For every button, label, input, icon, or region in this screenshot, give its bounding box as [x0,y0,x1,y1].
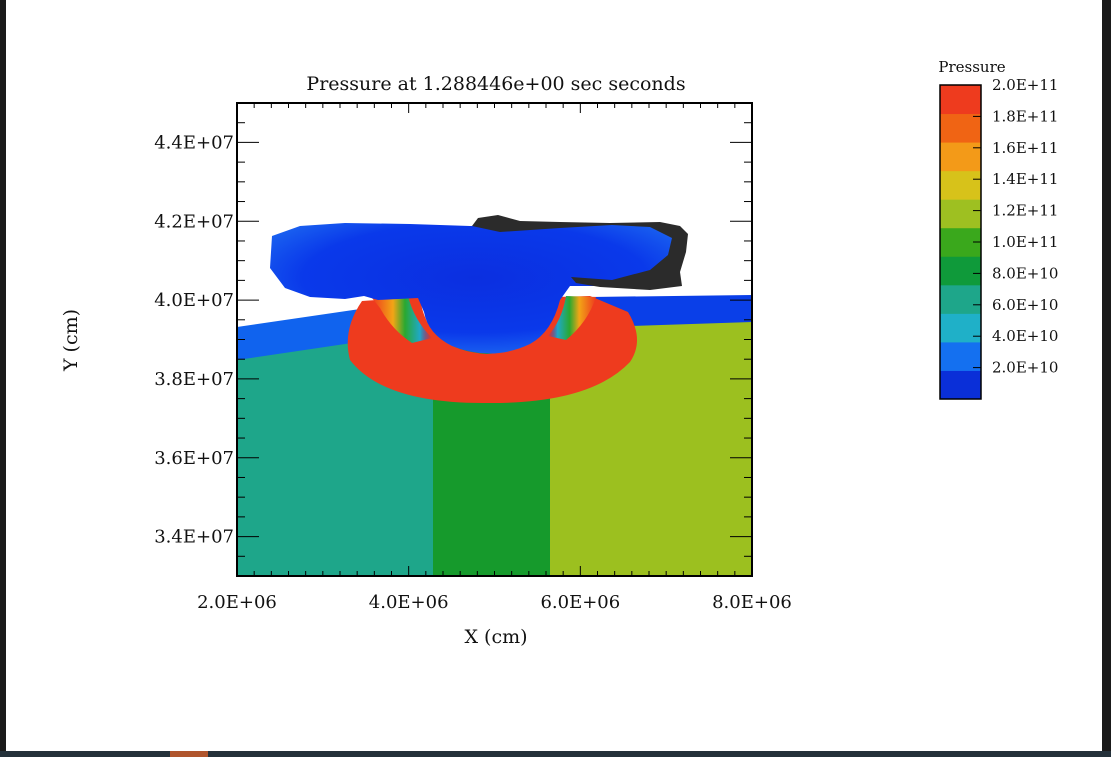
colorbar-swatch [940,341,981,371]
colorbar-tick-label: 1.0E+11 [992,233,1058,251]
x-tick-label: 6.0E+06 [540,592,620,613]
colorbar-ticks: 2.0E+11 1.8E+11 1.6E+11 1.4E+11 1.2E+11 1.0E+… [973,76,1058,377]
colorbar-tick-label: 1.6E+11 [992,139,1058,157]
bottom-taskbar-strip [0,751,1111,757]
surface-gap-left [258,298,316,305]
y-axis-label: Y (cm) [60,309,82,372]
x-tick-label: 4.0E+06 [369,592,449,613]
colorbar-tick-label: 1.8E+11 [992,107,1058,125]
y-tick-label: 3.4E+07 [154,527,234,548]
taskbar-accent [170,751,208,757]
colorbar-swatch [940,170,981,200]
colorbar-swatch [940,370,981,400]
x-axis-label: X (cm) [464,626,527,648]
y-tick-label: 3.6E+07 [154,448,234,469]
colorbar-swatch [940,142,981,172]
chart-title: Pressure at 1.288446e+00 sec seconds [306,73,685,95]
colorbar-swatch [940,199,981,229]
colorbar-tick-label: 1.4E+11 [992,170,1058,188]
pressure-field [237,215,752,576]
colorbar-swatch [940,85,981,115]
shell-edge-left [372,296,432,343]
colorbar-tick-label: 2.0E+10 [992,359,1058,377]
region-plume [270,223,680,354]
colorbar-swatch [940,313,981,343]
region-surface-layer-left [237,309,372,360]
region-dark-ejecta [472,215,688,290]
y-tick-label: 4.2E+07 [154,211,234,232]
colorbar-title: Pressure [938,58,1005,76]
right-window-frame [1102,0,1111,757]
colorbar-swatches [940,85,981,400]
colorbar-tick-label: 8.0E+10 [992,264,1058,282]
colorbar-swatch [940,256,981,286]
x-tick-label: 2.0E+06 [197,592,277,613]
colorbar-tick-label: 6.0E+10 [992,296,1058,314]
y-tick-label: 4.0E+07 [154,290,234,311]
y-axis: 3.4E+07 3.6E+07 3.8E+07 4.0E+07 4.2E+07 4.4E+… [154,102,752,577]
left-window-frame [0,0,6,757]
y-tick-label: 4.4E+07 [154,132,234,153]
shell-edge-right [548,296,596,340]
colorbar-tick-label: 1.2E+11 [992,202,1058,220]
colorbar-swatch [940,284,981,314]
x-tick-label: 8.0E+06 [712,592,792,613]
y-tick-label: 3.8E+07 [154,369,234,390]
colorbar-swatch [940,113,981,143]
x-axis: 2.0E+06 4.0E+06 6.0E+06 8.0E+06 [197,103,792,613]
colorbar-tick-label: 2.0E+11 [992,76,1058,94]
colorbar: Pressure 2.0E+11 1.8E+11 1.6E+11 1.4E+11 1.2… [938,58,1058,400]
colorbar-tick-label: 4.0E+10 [992,327,1058,345]
